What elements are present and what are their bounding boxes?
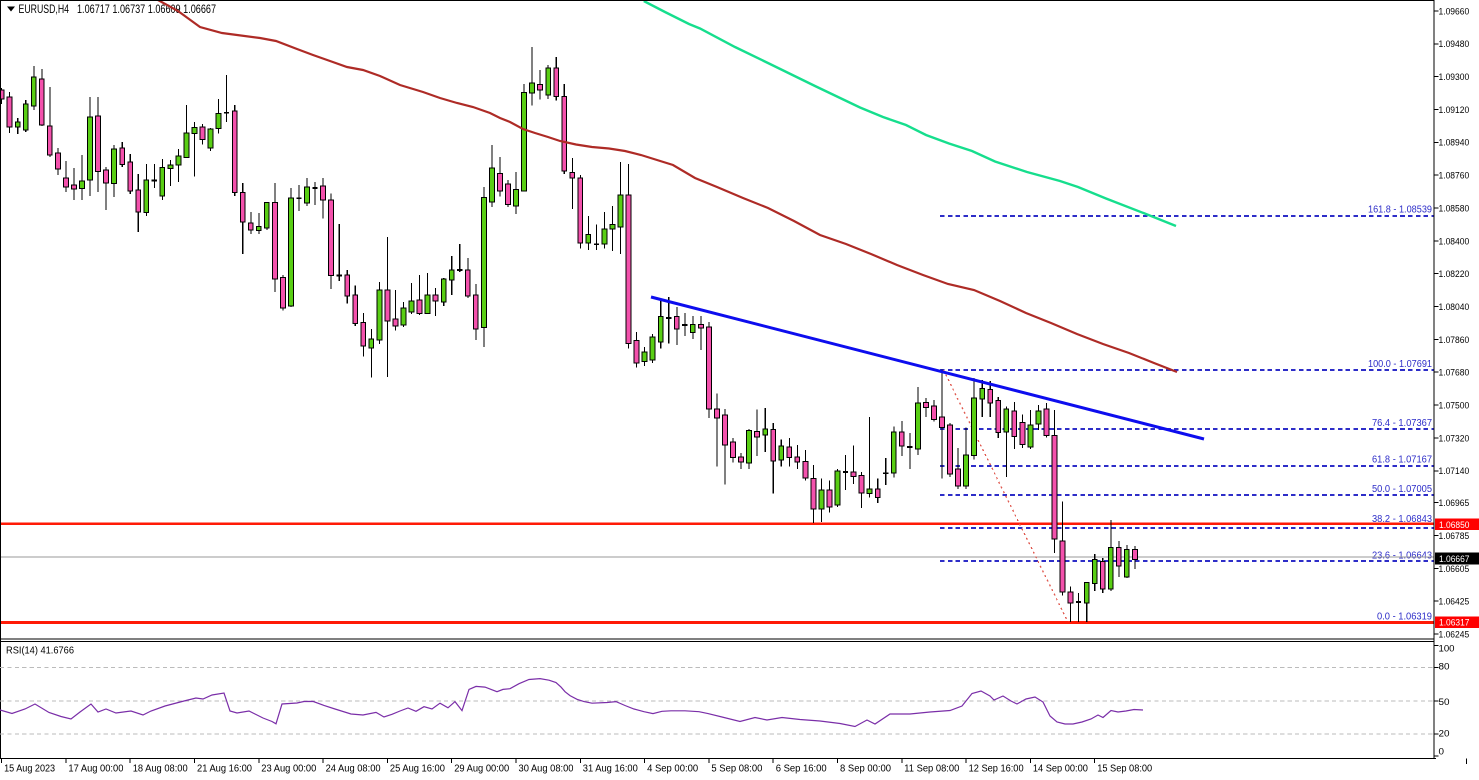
svg-text:20: 20 (1439, 728, 1450, 739)
svg-text:50: 50 (1439, 697, 1450, 708)
svg-text:24 Aug 08:00: 24 Aug 08:00 (326, 764, 381, 775)
svg-text:15 Aug 2023: 15 Aug 2023 (4, 764, 55, 775)
svg-text:1.06245: 1.06245 (1439, 630, 1470, 641)
svg-text:15 Sep 08:00: 15 Sep 08:00 (1097, 764, 1152, 775)
svg-text:RSI(14) 41.6766: RSI(14) 41.6766 (6, 645, 74, 657)
svg-text:50.0 - 1.07005: 50.0 - 1.07005 (1372, 484, 1432, 495)
svg-text:100.0 - 1.07691: 100.0 - 1.07691 (1368, 359, 1432, 370)
svg-text:1.07140: 1.07140 (1439, 466, 1470, 477)
svg-text:61.8 - 1.07167: 61.8 - 1.07167 (1372, 455, 1432, 466)
svg-text:0: 0 (1439, 746, 1445, 757)
svg-text:14 Sep 00:00: 14 Sep 00:00 (1033, 764, 1088, 775)
svg-text:1.09120: 1.09120 (1439, 105, 1470, 116)
svg-text:23 Aug 00:00: 23 Aug 00:00 (261, 764, 316, 775)
svg-text:76.4 - 1.07367: 76.4 - 1.07367 (1372, 418, 1432, 429)
svg-text:18 Aug 08:00: 18 Aug 08:00 (133, 764, 188, 775)
svg-text:1.06965: 1.06965 (1439, 498, 1470, 509)
svg-text:11 Sep 08:00: 11 Sep 08:00 (904, 764, 959, 775)
svg-text:1.09480: 1.09480 (1439, 39, 1470, 50)
svg-text:1.06717 1.06737 1.06609 1.0666: 1.06717 1.06737 1.06609 1.06667 (77, 2, 216, 16)
svg-text:23.6 - 1.06643: 23.6 - 1.06643 (1372, 550, 1432, 561)
svg-text:1.06317: 1.06317 (1439, 618, 1470, 629)
svg-text:25 Aug 16:00: 25 Aug 16:00 (390, 764, 445, 775)
svg-text:29 Aug 00:00: 29 Aug 00:00 (454, 764, 509, 775)
svg-text:1.09300: 1.09300 (1439, 72, 1470, 83)
svg-text:1.07320: 1.07320 (1439, 433, 1470, 444)
svg-text:12 Sep 16:00: 12 Sep 16:00 (969, 764, 1024, 775)
svg-text:1.08400: 1.08400 (1439, 236, 1470, 247)
svg-text:6 Sep 16:00: 6 Sep 16:00 (776, 764, 827, 775)
svg-text:1.06605: 1.06605 (1439, 564, 1470, 575)
svg-text:38.2 - 1.06843: 38.2 - 1.06843 (1372, 514, 1432, 525)
svg-text:17 Aug 00:00: 17 Aug 00:00 (68, 764, 123, 775)
svg-text:1.06850: 1.06850 (1439, 520, 1470, 531)
svg-text:4 Sep 00:00: 4 Sep 00:00 (647, 764, 698, 775)
svg-text:1.07500: 1.07500 (1439, 401, 1470, 412)
svg-text:1.07680: 1.07680 (1439, 368, 1470, 379)
svg-text:100: 100 (1439, 643, 1455, 654)
svg-text:8 Sep 00:00: 8 Sep 00:00 (840, 764, 891, 775)
svg-text:1.06667: 1.06667 (1439, 554, 1470, 565)
svg-text:31 Aug 16:00: 31 Aug 16:00 (583, 764, 638, 775)
svg-text:EURUSD,H4: EURUSD,H4 (19, 2, 70, 16)
svg-text:1.08040: 1.08040 (1439, 302, 1470, 313)
svg-text:1.08940: 1.08940 (1439, 138, 1470, 149)
svg-text:1.07860: 1.07860 (1439, 335, 1470, 346)
svg-text:1.06785: 1.06785 (1439, 531, 1470, 542)
svg-text:1.08220: 1.08220 (1439, 269, 1470, 280)
svg-text:5 Sep 08:00: 5 Sep 08:00 (711, 764, 762, 775)
svg-text:30 Aug 08:00: 30 Aug 08:00 (519, 764, 574, 775)
svg-text:161.8 - 1.08539: 161.8 - 1.08539 (1368, 204, 1432, 215)
svg-text:0.0 - 1.06319: 0.0 - 1.06319 (1377, 612, 1432, 623)
svg-text:1.09660: 1.09660 (1439, 6, 1470, 17)
svg-text:80: 80 (1439, 661, 1450, 672)
svg-text:21 Aug 16:00: 21 Aug 16:00 (197, 764, 252, 775)
svg-text:1.06425: 1.06425 (1439, 597, 1470, 608)
svg-text:1.08580: 1.08580 (1439, 203, 1470, 214)
svg-text:1.08760: 1.08760 (1439, 171, 1470, 182)
